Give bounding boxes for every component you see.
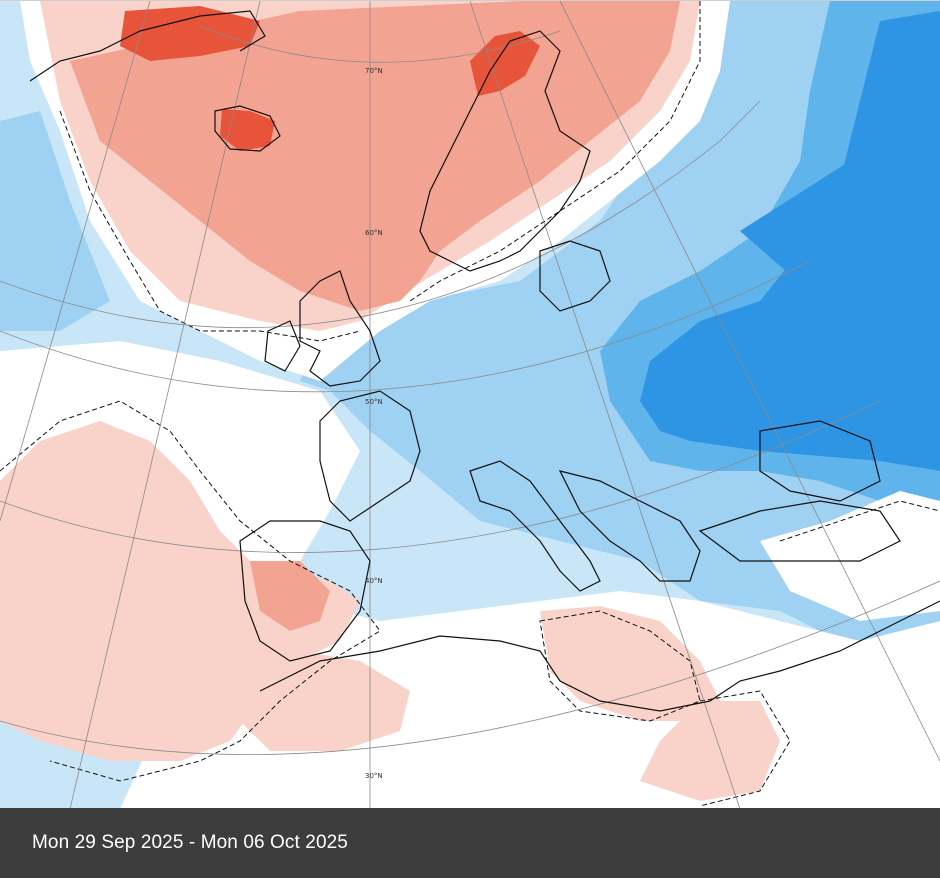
cool-region-atlantic [0,111,110,331]
contour-line [699,690,791,807]
coastline-france [319,390,421,522]
contour-line [409,1,701,302]
coastline-black-sea [759,420,881,502]
light-warm-region-libya [640,701,780,801]
latitude-labels: 70°N 60°N 50°N 40°N 30°N [365,67,383,780]
coastline-iberia [239,520,371,662]
latitude-line [0,580,940,755]
meridian-line [559,1,940,762]
coastline-balkans [558,470,701,582]
strong-cool-region [640,11,940,471]
date-range-caption: Mon 29 Sep 2025 - Mon 06 Oct 2025 [32,832,348,853]
anomaly-map: 70°N 60°N 50°N 40°N 30°N [0,0,940,808]
coastline-italy [469,460,601,592]
latitude-line [0,260,811,393]
coastline-north-africa [259,600,940,712]
strong-warm-region-iceland [220,109,275,151]
coastline-baltic [539,240,611,312]
light-warm-region-maghreb [240,651,410,751]
coastline-turkey [698,500,901,562]
meridian-line [69,1,261,808]
strong-warm-region-greenland [120,6,260,61]
latitude-label-60: 60°N [365,229,383,237]
warm-region-iberia [250,561,330,631]
latitude-line [0,100,761,329]
neutral-band-east-med [760,491,940,621]
warm-region-north [70,1,680,311]
meridian-line [0,1,151,522]
strong-warm-region-norway [470,31,540,96]
latitude-line [0,400,881,553]
coastline-british-isles [299,270,381,387]
caption-bar: Mon 29 Sep 2025 - Mon 06 Oct 2025 [0,808,940,878]
coastline-ireland [264,320,301,372]
anomaly-contours [0,1,940,807]
map-canvas: 70°N 60°N 50°N 40°N 30°N [0,1,940,808]
coastline-greenland [29,10,266,82]
coastlines [29,10,940,712]
meridian-line [469,1,741,808]
latitude-label-40: 40°N [365,577,383,585]
light-warm-region-africa [540,606,720,721]
latitude-label-50: 50°N [365,398,383,406]
strong-cool-region-russia [740,161,900,301]
contour-line [779,500,940,542]
latitude-line [199,25,561,63]
latitude-label-30: 30°N [365,772,383,780]
contour-line [0,400,381,782]
latitude-label-70: 70°N [365,67,383,75]
coastline-iceland [214,105,281,152]
graticule [0,1,940,808]
contour-line [59,110,361,342]
coastline-scandinavia [419,30,591,272]
